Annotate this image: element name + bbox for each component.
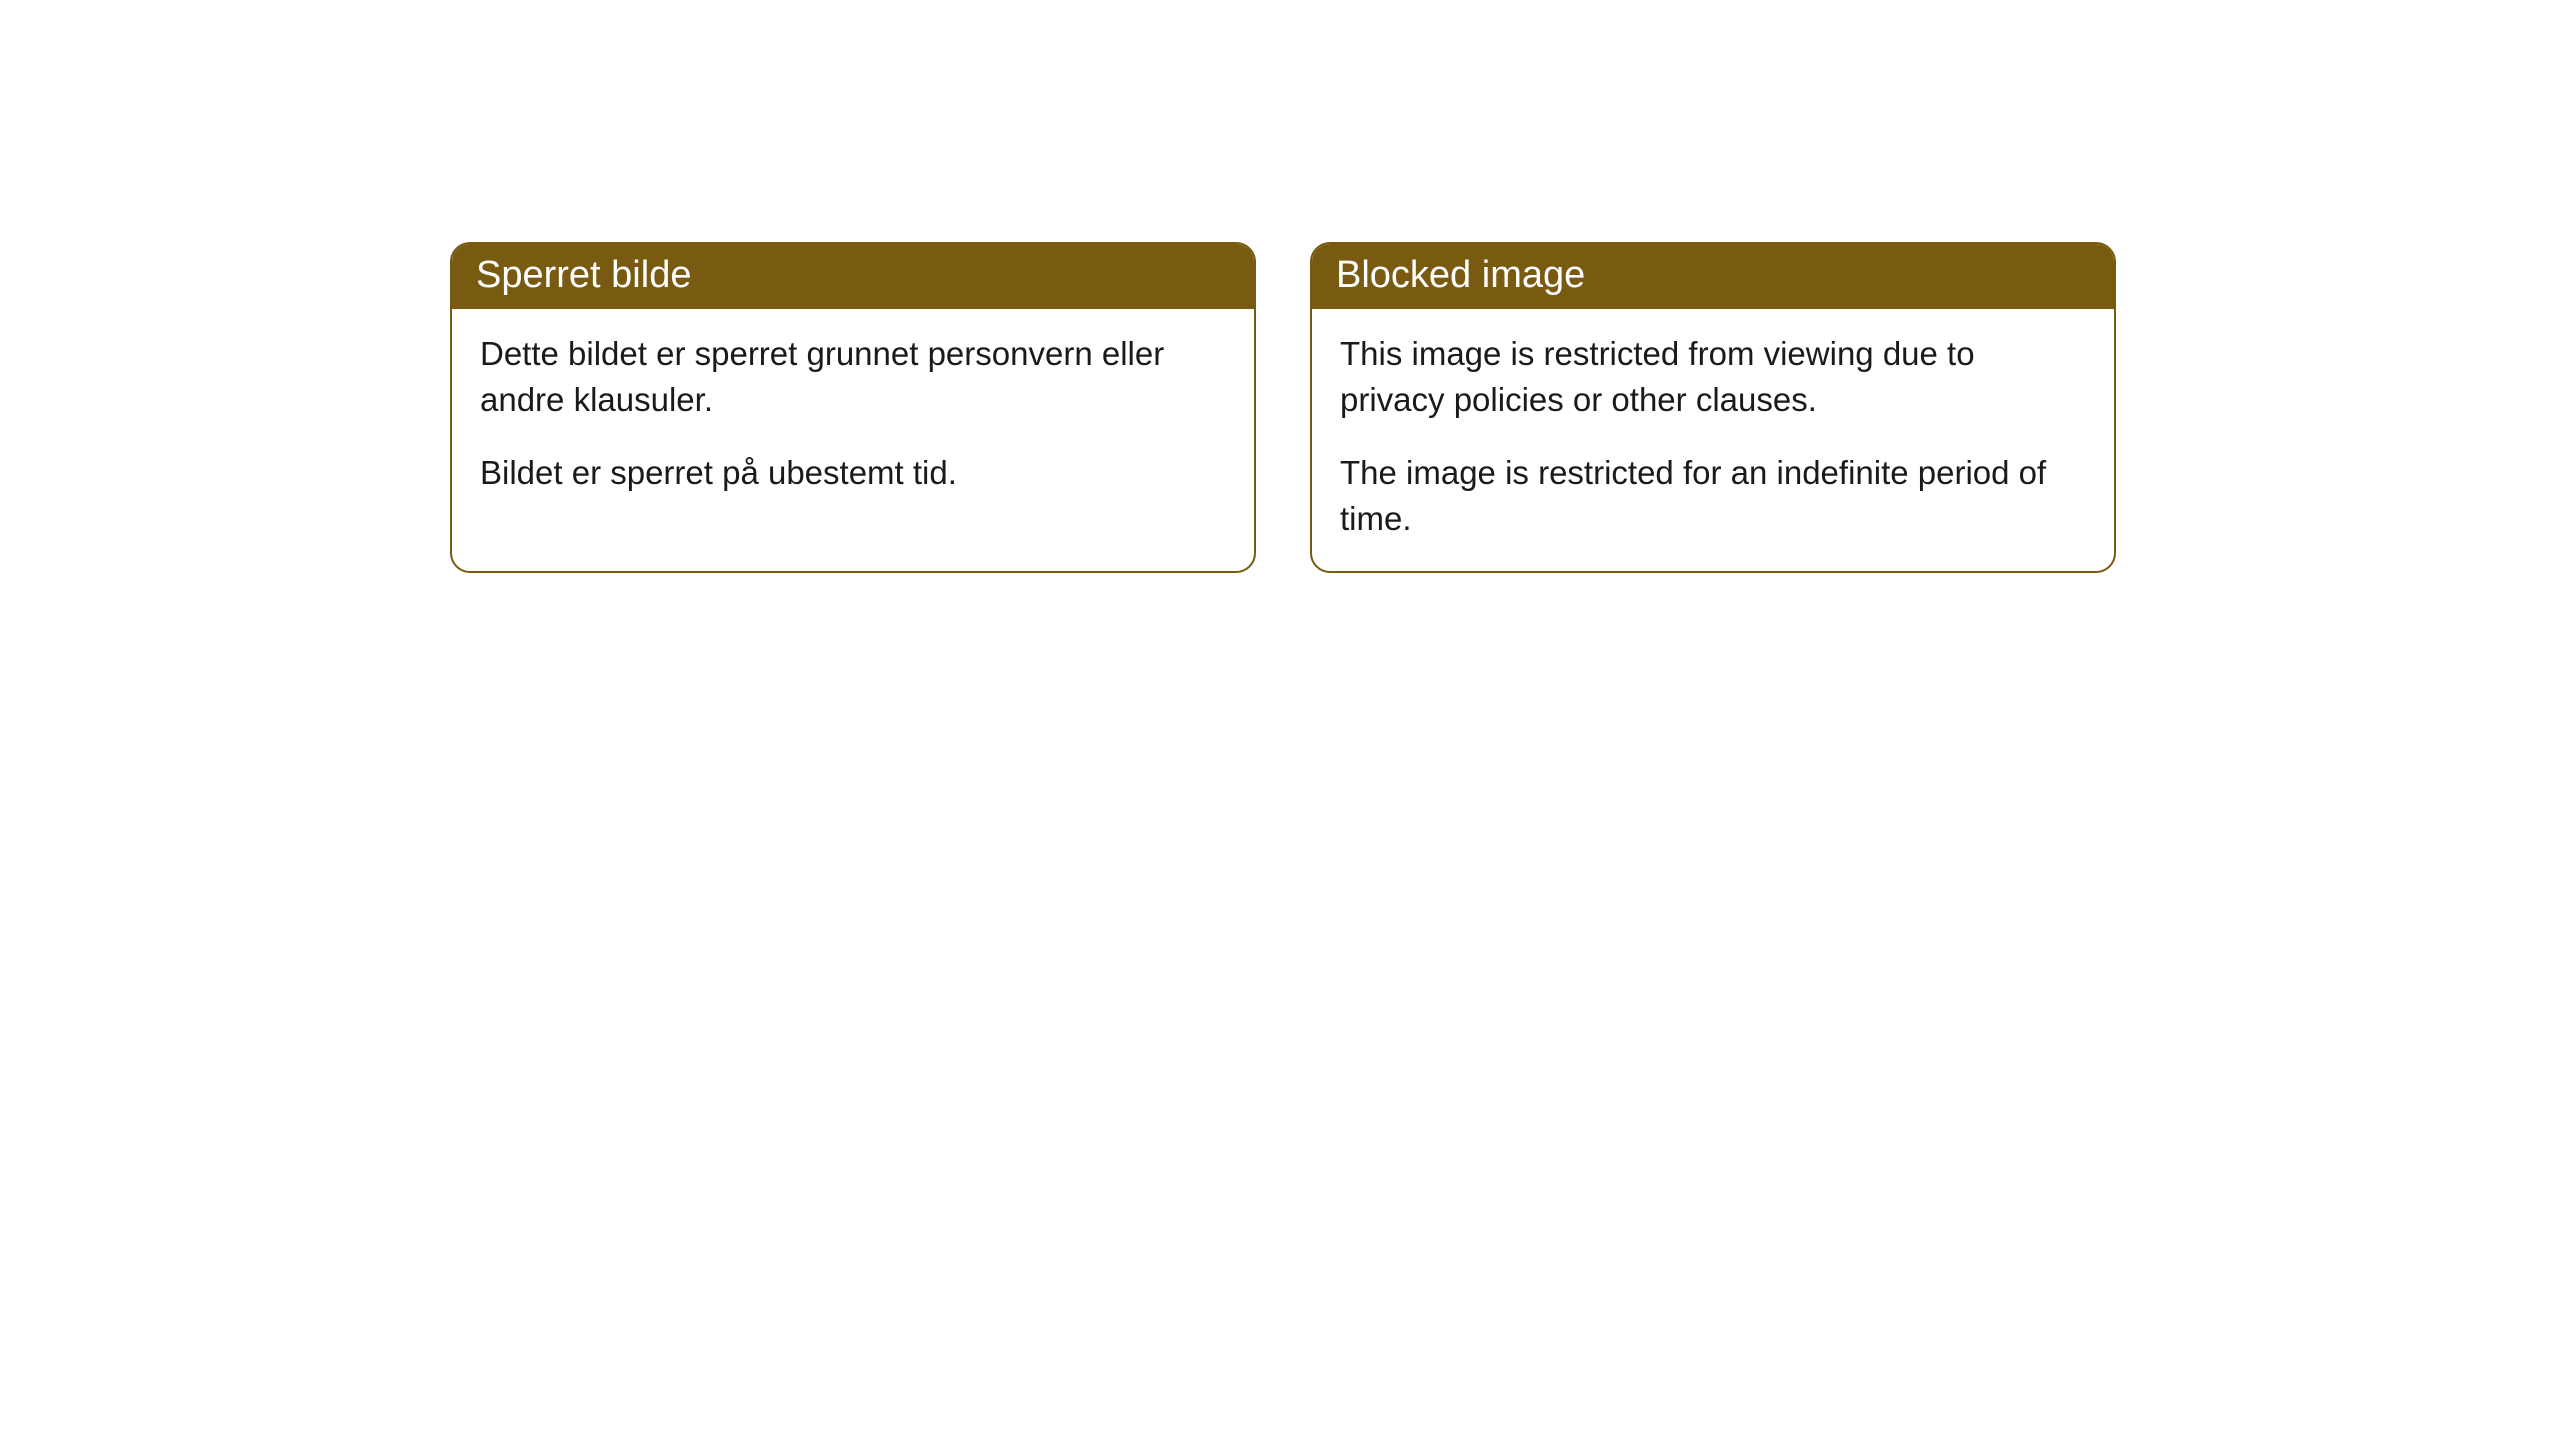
notice-paragraph: This image is restricted from viewing du… — [1340, 331, 2086, 422]
notice-paragraph: Bildet er sperret på ubestemt tid. — [480, 450, 1226, 496]
notice-card-norwegian: Sperret bilde Dette bildet er sperret gr… — [450, 242, 1256, 573]
notice-body: This image is restricted from viewing du… — [1312, 309, 2114, 571]
notice-paragraph: Dette bildet er sperret grunnet personve… — [480, 331, 1226, 422]
notice-body: Dette bildet er sperret grunnet personve… — [452, 309, 1254, 526]
notice-container: Sperret bilde Dette bildet er sperret gr… — [0, 0, 2560, 573]
notice-header: Blocked image — [1312, 244, 2114, 309]
notice-paragraph: The image is restricted for an indefinit… — [1340, 450, 2086, 541]
notice-header: Sperret bilde — [452, 244, 1254, 309]
notice-card-english: Blocked image This image is restricted f… — [1310, 242, 2116, 573]
